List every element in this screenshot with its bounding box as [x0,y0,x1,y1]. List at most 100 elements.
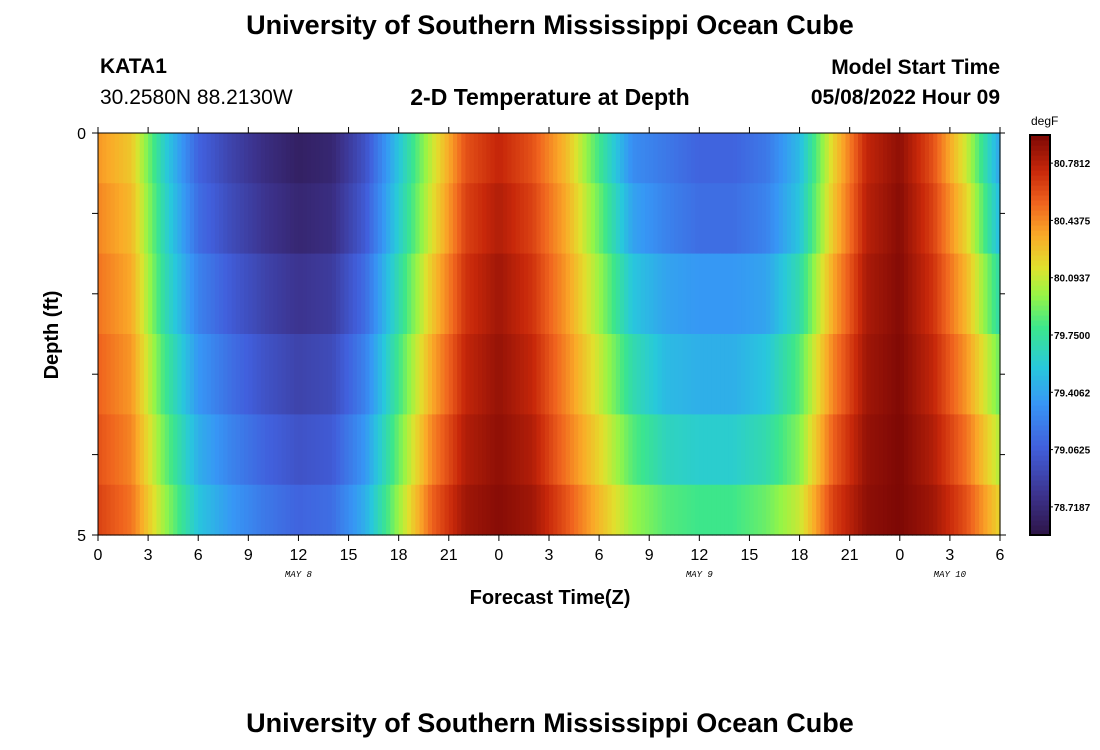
heatmap-cell [682,133,688,184]
heatmap-cell [716,183,721,255]
heatmap-cell [340,414,345,486]
heatmap-cell [294,484,300,536]
colorbar-segment [1030,150,1050,156]
heatmap-cell [235,414,241,486]
heatmap-cell [131,484,137,536]
heatmap-cell [979,484,984,536]
heatmap-cell [377,133,383,184]
heatmap-cell [954,414,959,486]
heatmap-cell [649,133,654,184]
heatmap-cell [636,133,642,184]
heatmap-cell [866,133,872,184]
heatmap-cell [490,253,496,335]
heatmap-cell [127,484,133,536]
heatmap-cell [365,183,371,255]
heatmap-cell [594,484,600,536]
heatmap-cell [661,484,667,536]
heatmap-cell [135,133,141,184]
heatmap-cell [189,334,195,415]
heatmap-cell [766,334,771,415]
heatmap-cell [586,183,592,255]
heatmap-cell [507,183,513,255]
heatmap-cell [787,484,792,536]
heatmap-cell [139,334,145,415]
heatmap-cell [549,183,554,255]
heatmap-cell [482,253,487,335]
heatmap-cell [841,484,847,536]
heatmap-cell [511,414,517,486]
heatmap-cell [327,183,333,255]
heatmap-cell [549,133,554,184]
heatmap-cell [770,414,776,486]
heatmap-cell [177,334,183,415]
heatmap-cell [536,334,542,415]
heatmap-cell [929,133,934,184]
heatmap-cell [210,253,216,335]
heatmap-cell [415,253,421,335]
second-panel-title: University of Southern Mississippi Ocean… [246,708,854,738]
heatmap-cell [331,183,337,255]
heatmap-cell [920,253,926,335]
heatmap-cell [127,183,133,255]
heatmap-cell [377,334,383,415]
heatmap-cell [377,183,383,255]
heatmap-cell [394,133,400,184]
heatmap-cell [820,484,826,536]
heatmap-cell [306,133,312,184]
heatmap-cell [227,133,233,184]
heatmap-cell [883,183,888,255]
heatmap-cell [227,253,233,335]
heatmap-cell [757,334,763,415]
heatmap-cell [845,334,851,415]
colorbar-segment [1030,305,1050,311]
heatmap-cell [607,334,613,415]
heatmap-cell [494,414,500,486]
heatmap-cell [870,414,876,486]
heatmap-cell [423,334,429,415]
heatmap-cell [845,253,851,335]
heatmap-cell [653,133,659,184]
heatmap-cell [369,183,375,255]
heatmap-cell [323,484,329,536]
heatmap-cell [106,253,112,335]
colorbar-segment [1030,160,1050,166]
heatmap-cell [745,484,751,536]
x-tick-label: 3 [545,547,554,564]
heatmap-cell [148,133,153,184]
heatmap-cell [248,334,254,415]
heatmap-cell [912,484,918,536]
heatmap-cell [494,253,500,335]
heatmap-cell [373,484,379,536]
heatmap-cell [686,133,692,184]
heatmap-cell [799,484,805,536]
heatmap-cell [824,414,830,486]
y-tick-label: 5 [77,528,86,545]
heatmap-cell [152,334,158,415]
heatmap-cell [244,414,249,486]
heatmap-cell [569,484,575,536]
heatmap-cell [682,414,688,486]
heatmap-cell [670,253,675,335]
heatmap-cell [214,183,220,255]
heatmap-cell [962,334,968,415]
heatmap-cell [528,414,533,486]
heatmap-cell [979,183,984,255]
heatmap-cell [695,414,700,486]
heatmap-cell [407,334,412,415]
x-tick-label: 0 [895,547,904,564]
heatmap-cell [248,133,254,184]
heatmap-cell [210,334,216,415]
heatmap-cell [628,183,634,255]
heatmap-cell [945,253,951,335]
heatmap-cell [402,484,408,536]
heatmap-cell [761,183,767,255]
heatmap-cell [123,484,128,536]
heatmap-cell [891,183,897,255]
heatmap-cell [720,133,725,184]
heatmap-cell [933,253,938,335]
heatmap-cell [310,414,316,486]
heatmap-cell [519,484,525,536]
heatmap-cell [678,414,684,486]
heatmap-cell [549,484,554,536]
heatmap-cell [770,133,776,184]
